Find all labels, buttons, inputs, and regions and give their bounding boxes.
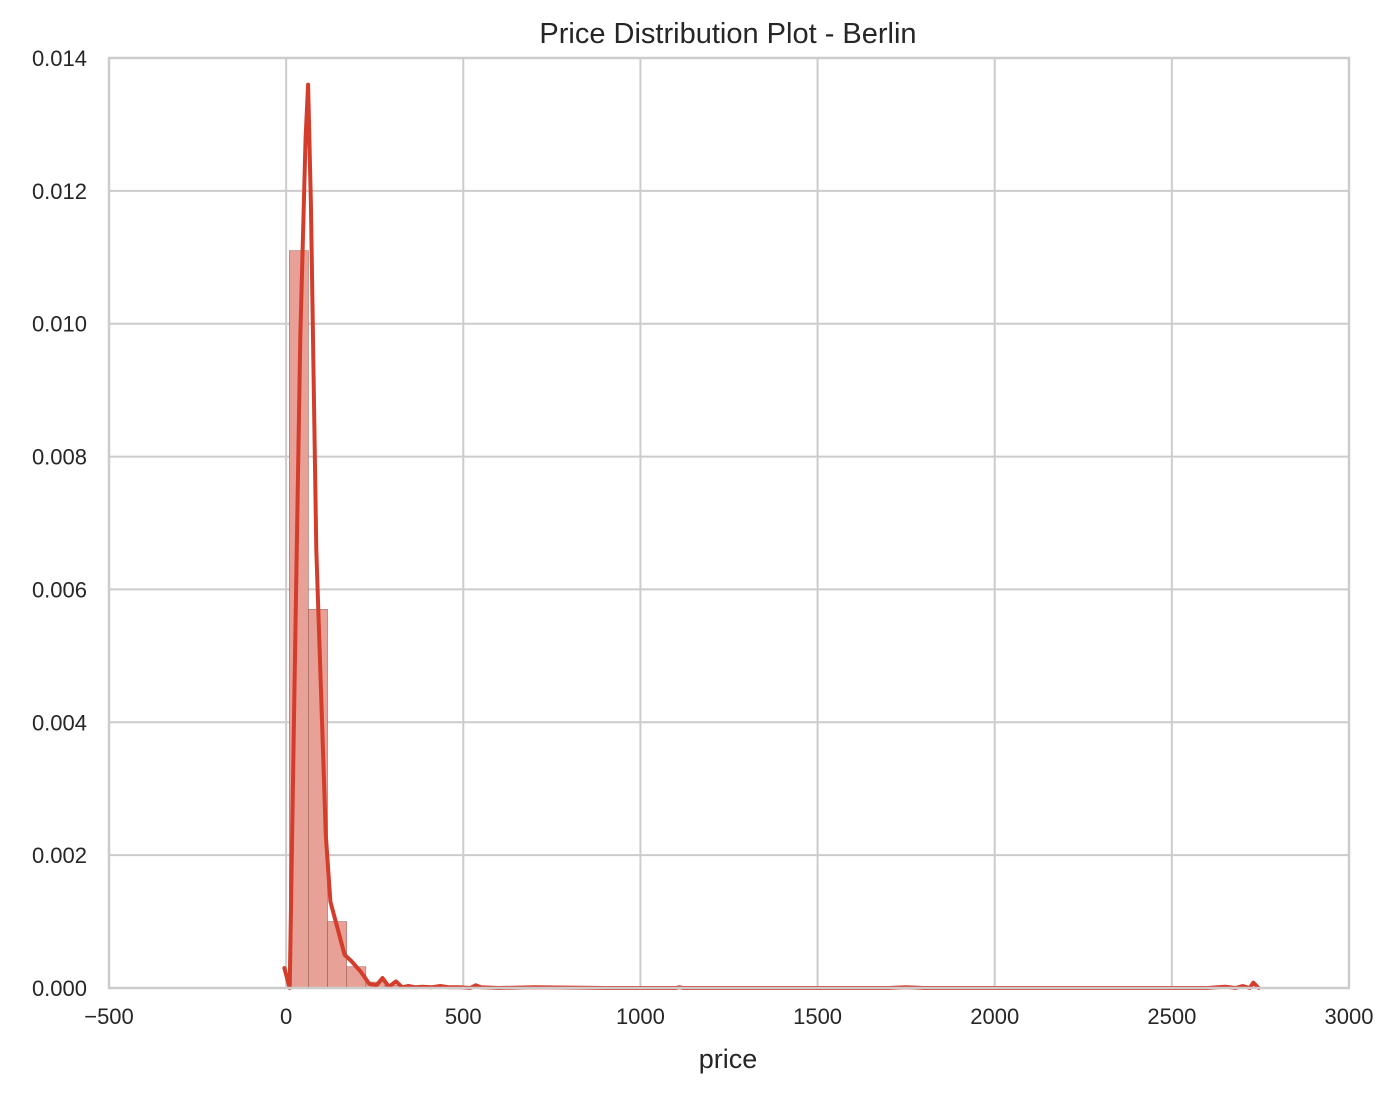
y-tick-label: 0.004 <box>32 710 87 735</box>
x-tick-label: 500 <box>445 1004 482 1029</box>
y-tick-label: 0.008 <box>32 445 87 470</box>
y-tick-label: 0.006 <box>32 577 87 602</box>
y-tick-label: 0.012 <box>32 179 87 204</box>
y-tick-label: 0.002 <box>32 843 87 868</box>
y-tick-label: 0.014 <box>32 46 87 71</box>
plot-frame <box>107 56 1351 990</box>
x-tick-labels: −500 0 500 1000 1500 2000 2500 3000 <box>84 1004 1373 1029</box>
x-axis-label: price <box>699 1044 758 1074</box>
chart-title: Price Distribution Plot - Berlin <box>539 18 916 50</box>
y-tick-label: 0.010 <box>32 312 87 337</box>
x-tick-label: 1000 <box>616 1004 665 1029</box>
x-tick-label: −500 <box>84 1004 134 1029</box>
x-tick-label: 2000 <box>970 1004 1019 1029</box>
x-tick-label: 2500 <box>1147 1004 1196 1029</box>
y-tick-label: 0.000 <box>32 976 87 1001</box>
x-tick-label: 3000 <box>1325 1004 1374 1029</box>
x-tick-label: 1500 <box>793 1004 842 1029</box>
y-tick-labels: 0.000 0.002 0.004 0.006 0.008 0.010 0.012 0.014 <box>32 46 87 1001</box>
x-tick-label: 0 <box>280 1004 292 1029</box>
